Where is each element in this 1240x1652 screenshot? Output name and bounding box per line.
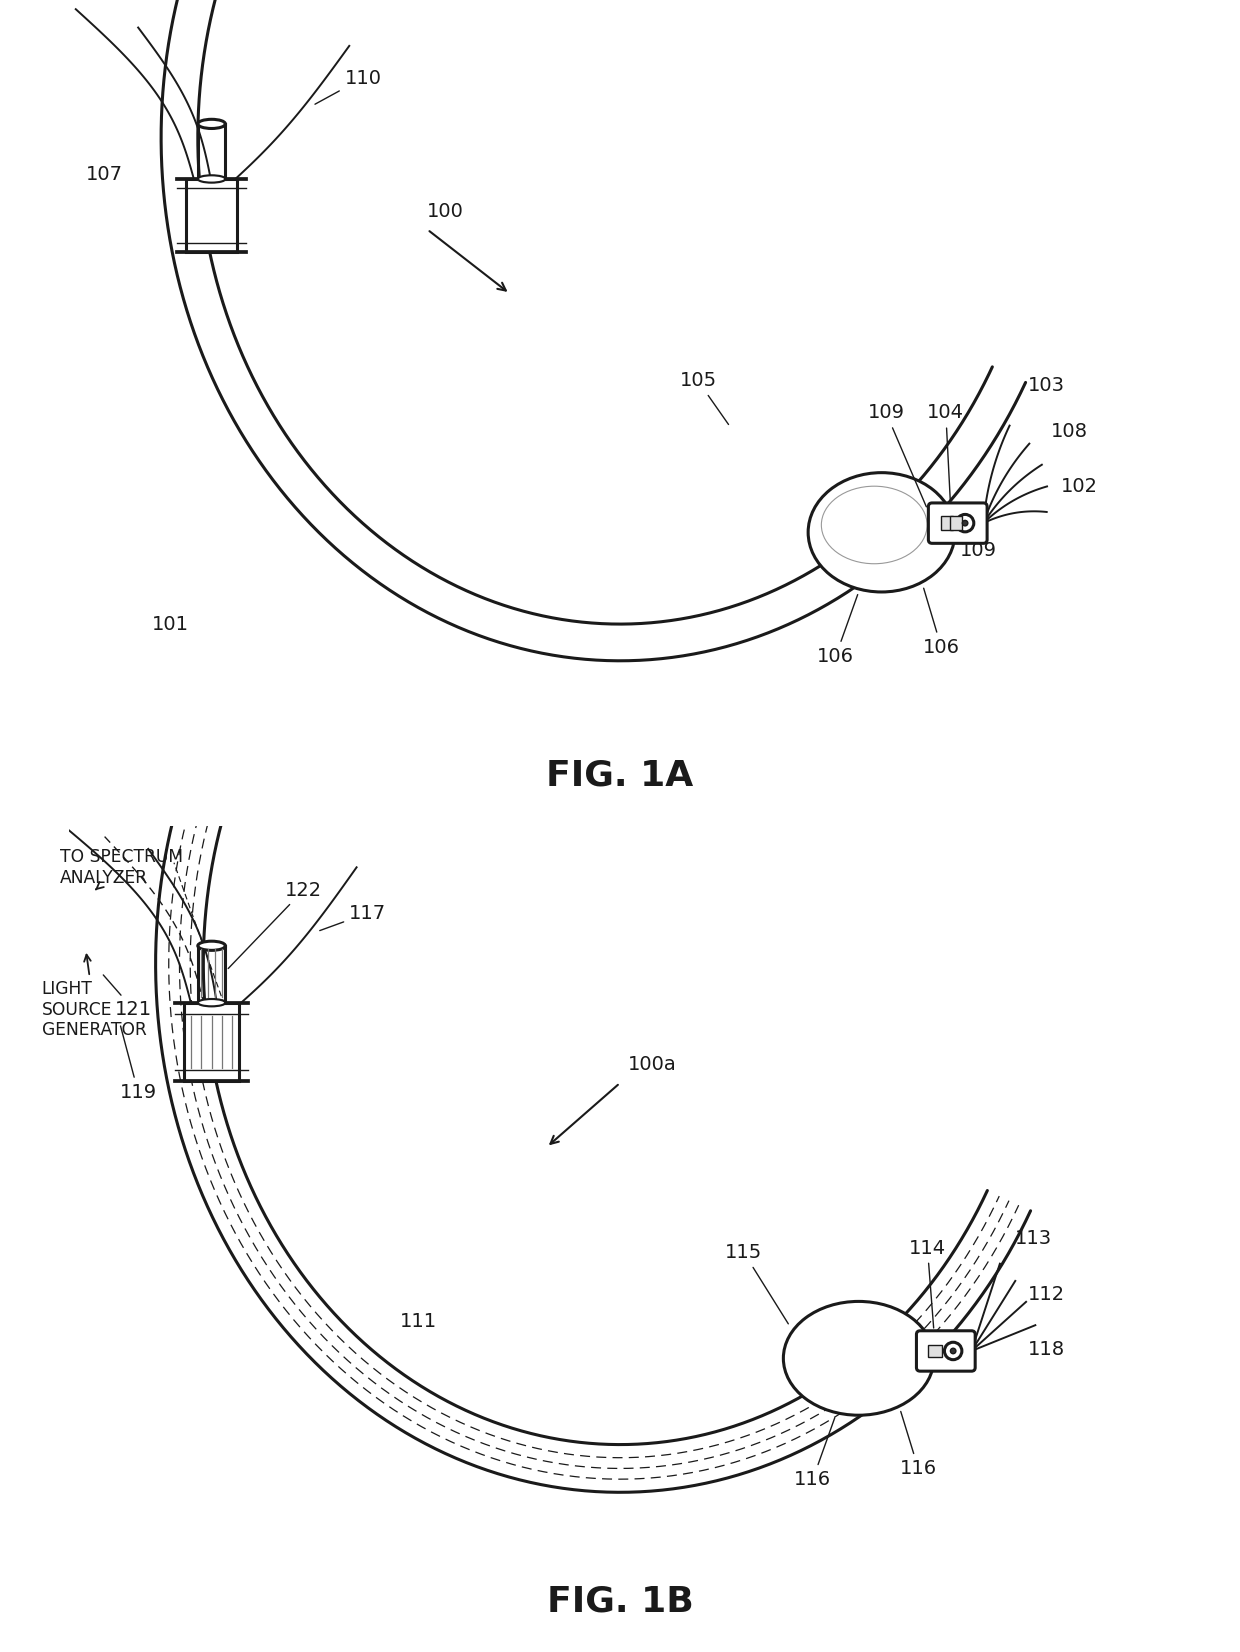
Text: 105: 105 <box>680 372 729 425</box>
Text: 115: 115 <box>725 1244 789 1323</box>
Text: LIGHT
SOURCE
GENERATOR: LIGHT SOURCE GENERATOR <box>42 955 146 1039</box>
Text: 107: 107 <box>86 165 123 183</box>
FancyBboxPatch shape <box>929 502 987 544</box>
FancyBboxPatch shape <box>184 1003 239 1080</box>
Text: 100a: 100a <box>627 1056 677 1074</box>
Text: 118: 118 <box>1028 1340 1065 1358</box>
FancyBboxPatch shape <box>941 515 952 530</box>
Text: 114: 114 <box>909 1239 946 1328</box>
FancyBboxPatch shape <box>186 178 237 253</box>
Text: 116: 116 <box>900 1411 937 1479</box>
Text: FIG. 1B: FIG. 1B <box>547 1584 693 1619</box>
Text: 113: 113 <box>1014 1229 1052 1249</box>
Text: 108: 108 <box>1052 421 1089 441</box>
Text: 117: 117 <box>320 904 386 930</box>
Text: 112: 112 <box>1028 1285 1065 1303</box>
Text: 122: 122 <box>228 881 322 968</box>
Text: 100: 100 <box>428 202 464 221</box>
Text: 110: 110 <box>315 68 382 104</box>
Text: 121: 121 <box>103 975 153 1019</box>
Circle shape <box>945 1341 962 1360</box>
Text: 106: 106 <box>817 595 858 666</box>
Text: 119: 119 <box>119 1026 156 1102</box>
Circle shape <box>962 520 968 525</box>
Circle shape <box>956 514 973 532</box>
Ellipse shape <box>808 472 955 591</box>
Text: 111: 111 <box>399 1312 436 1332</box>
Text: 109: 109 <box>868 403 926 507</box>
Text: 101: 101 <box>151 615 188 634</box>
Text: 106: 106 <box>923 588 960 656</box>
FancyBboxPatch shape <box>929 1345 942 1358</box>
Ellipse shape <box>198 999 226 1006</box>
FancyBboxPatch shape <box>950 515 962 530</box>
Circle shape <box>950 1348 956 1353</box>
Text: 103: 103 <box>1028 377 1065 395</box>
Text: 109: 109 <box>944 540 997 560</box>
Ellipse shape <box>198 119 226 129</box>
Text: TO SPECTRUM
ANALYZER: TO SPECTRUM ANALYZER <box>61 847 184 889</box>
FancyBboxPatch shape <box>916 1332 975 1371</box>
Text: 102: 102 <box>1060 477 1097 496</box>
Ellipse shape <box>198 175 226 183</box>
Text: FIG. 1A: FIG. 1A <box>547 758 693 793</box>
Text: 116: 116 <box>794 1417 835 1488</box>
Ellipse shape <box>784 1302 934 1416</box>
Ellipse shape <box>198 942 226 950</box>
Text: 104: 104 <box>928 403 965 501</box>
